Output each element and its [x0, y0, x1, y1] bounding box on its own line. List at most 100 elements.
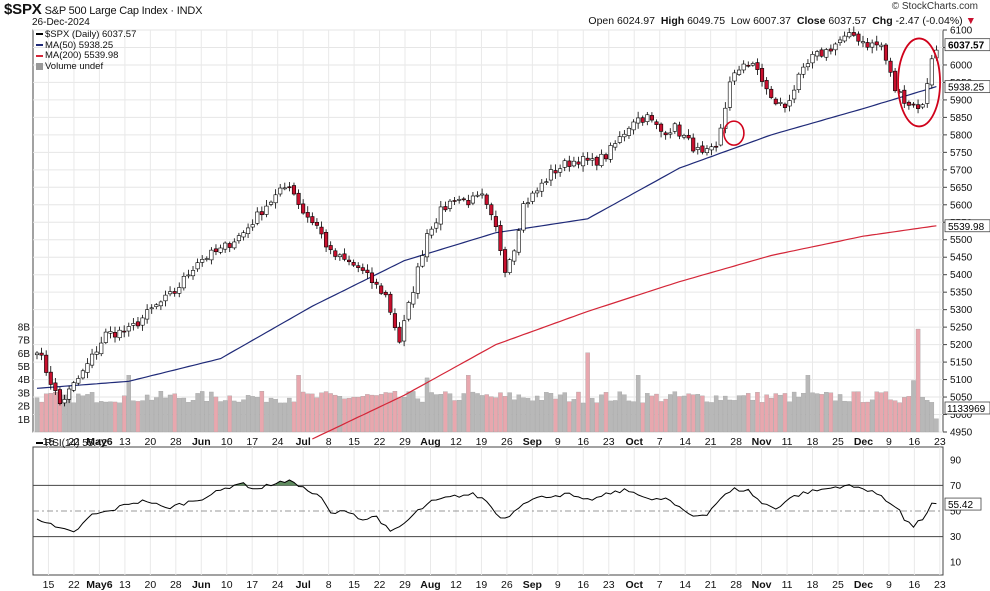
- candle-body: [805, 63, 810, 68]
- candle-body: [512, 250, 517, 262]
- volume-bar: [420, 401, 425, 433]
- candle-body: [44, 354, 49, 373]
- volume-bar: [709, 402, 714, 433]
- volume-bar: [599, 394, 604, 433]
- candle-body: [535, 190, 540, 194]
- volume-bar: [787, 401, 792, 433]
- candle-body: [626, 127, 632, 136]
- volume-bar: [681, 395, 687, 433]
- volume-bar: [718, 400, 723, 433]
- candle-body: [296, 192, 301, 205]
- volume-bar: [603, 392, 609, 433]
- candle-body: [525, 202, 531, 205]
- volume-bar: [255, 397, 260, 433]
- volume-bar: [906, 396, 912, 433]
- volume-bar: [874, 391, 879, 433]
- candle-body: [847, 32, 852, 38]
- volume-tick-label: 5B: [18, 362, 31, 373]
- volume-bar: [177, 398, 182, 433]
- volume-bar: [34, 397, 40, 433]
- candle-body: [507, 259, 512, 273]
- candle-body: [553, 170, 558, 174]
- candle-body: [319, 226, 324, 235]
- candle-body: [759, 68, 765, 82]
- price-x-label: May6: [86, 436, 112, 448]
- price-tick-label: 5850: [950, 113, 973, 124]
- volume-bar: [89, 392, 95, 433]
- ma200-swatch-icon: [36, 54, 43, 57]
- candle-body: [741, 63, 746, 71]
- volume-bar: [814, 393, 820, 433]
- candle-body: [466, 200, 471, 206]
- volume-bar: [310, 393, 315, 433]
- candle-body: [824, 49, 829, 58]
- volume-bar: [236, 401, 242, 433]
- candle-body: [324, 231, 329, 248]
- volume-bar: [498, 392, 503, 433]
- candle-body: [613, 143, 618, 148]
- volume-bar: [351, 396, 356, 433]
- volume-bar: [585, 352, 590, 433]
- candle-body: [883, 44, 888, 61]
- candle-body: [135, 321, 140, 327]
- price-x-label: 23: [603, 436, 615, 448]
- price-x-label: 24: [272, 436, 284, 448]
- candle-body: [112, 332, 118, 338]
- volume-bar: [323, 391, 329, 433]
- volume-bar: [94, 402, 99, 433]
- price-x-label: 28: [170, 436, 182, 448]
- candle-body: [420, 255, 425, 267]
- candle-body: [695, 147, 700, 150]
- rsi-x-label: May6: [86, 579, 112, 591]
- rsi-x-label: Aug: [420, 579, 440, 591]
- volume-bar: [934, 418, 939, 433]
- candle-body: [764, 80, 769, 90]
- candle-body: [365, 269, 370, 274]
- rsi-x-label: 17: [246, 579, 258, 591]
- candle-body: [631, 121, 636, 131]
- candle-body: [452, 200, 457, 202]
- price-x-label: 15: [43, 436, 55, 448]
- rsi-tick-label: 70: [950, 481, 962, 492]
- candle-body: [310, 216, 315, 224]
- volume-bar: [493, 397, 499, 433]
- candle-body: [493, 216, 498, 227]
- volume-bar: [502, 396, 508, 433]
- volume-bar: [204, 400, 210, 433]
- candle-body: [503, 249, 508, 273]
- candle-body: [737, 69, 742, 75]
- candle-body: [714, 145, 719, 148]
- price-tick-label: 5350: [950, 288, 973, 299]
- volume-bar: [121, 395, 127, 433]
- candle-body: [718, 127, 723, 146]
- volume-bar: [567, 401, 572, 433]
- price-x-label: 18: [807, 436, 819, 448]
- volume-bar: [158, 391, 164, 433]
- volume-bar: [608, 400, 613, 433]
- volume-bar: [190, 400, 196, 433]
- price-x-label: Dec: [854, 436, 873, 448]
- rsi-line: [36, 479, 937, 533]
- candle-body: [168, 291, 173, 295]
- rsi-x-label: 12: [450, 579, 462, 591]
- price-x-label: 11: [782, 436, 793, 448]
- candle-body: [278, 187, 283, 195]
- volume-bar: [241, 399, 246, 433]
- price-x-label: 23: [934, 436, 946, 448]
- candles: [34, 26, 939, 407]
- price-tick-label: 5600: [950, 200, 973, 211]
- volume-bar: [617, 391, 622, 433]
- volume-bar: [778, 394, 783, 433]
- volume-bar: [512, 399, 517, 433]
- price-tick-label: 5700: [950, 165, 973, 176]
- candle-body: [140, 317, 145, 326]
- volume-bar: [677, 396, 682, 433]
- price-legend: $SPX (Daily) 6037.57 MA(50) 5938.25 MA(2…: [36, 29, 136, 72]
- rsi-tick-label: 30: [950, 532, 962, 543]
- ma50-swatch-icon: [36, 44, 43, 47]
- volume-bar: [663, 398, 668, 433]
- candle-body: [906, 101, 911, 106]
- candle-body: [851, 32, 856, 36]
- volume-bar: [356, 396, 361, 433]
- candle-body: [268, 201, 274, 205]
